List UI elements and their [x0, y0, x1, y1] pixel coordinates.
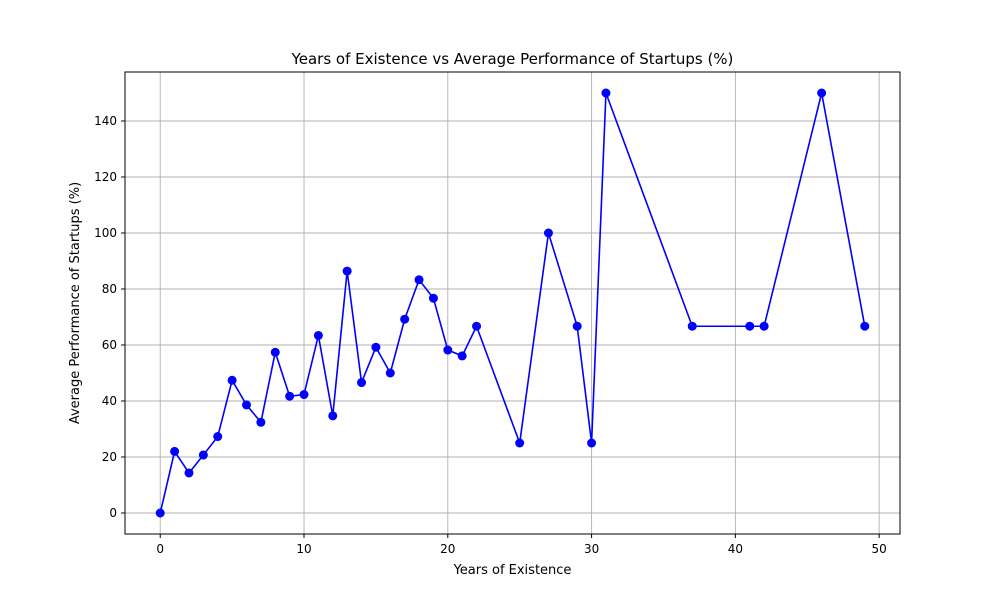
data-series — [155, 88, 870, 518]
data-point — [213, 432, 223, 442]
data-point — [270, 347, 280, 357]
data-point — [601, 88, 611, 98]
y-tick-label: 100 — [94, 226, 117, 240]
data-point — [472, 321, 482, 331]
data-point — [457, 351, 467, 361]
data-point — [515, 438, 525, 448]
data-point — [198, 450, 208, 460]
y-tick-label: 60 — [102, 338, 117, 352]
data-point — [860, 321, 870, 331]
y-axis-label: Average Performance of Startups (%) — [68, 182, 83, 424]
data-point — [170, 446, 180, 456]
data-point — [443, 345, 453, 355]
y-tick-label: 20 — [102, 450, 117, 464]
data-point — [313, 330, 323, 340]
data-point — [256, 417, 266, 427]
x-tick-label: 50 — [872, 542, 887, 556]
data-point — [342, 266, 352, 276]
data-point — [400, 314, 410, 324]
x-tick-label: 0 — [156, 542, 164, 556]
data-point — [328, 411, 338, 421]
data-point — [572, 321, 582, 331]
data-point — [414, 275, 424, 285]
data-point — [184, 468, 194, 478]
chart-title: Years of Existence vs Average Performanc… — [291, 50, 734, 68]
x-tick-label: 10 — [296, 542, 311, 556]
x-axis-label: Years of Existence — [453, 563, 572, 578]
data-point — [543, 228, 553, 238]
data-point — [817, 88, 827, 98]
data-point — [227, 375, 237, 385]
y-tick-label: 140 — [94, 114, 117, 128]
y-tick-label: 80 — [102, 282, 117, 296]
y-tick-label: 40 — [102, 394, 117, 408]
data-point — [759, 321, 769, 331]
x-tick-label: 30 — [584, 542, 599, 556]
data-point — [687, 321, 697, 331]
data-point — [299, 390, 309, 400]
y-tick-label: 0 — [109, 506, 117, 520]
data-point — [385, 368, 395, 378]
data-point — [428, 293, 438, 303]
data-point — [155, 508, 165, 518]
data-point — [241, 400, 251, 410]
series-line — [159, 92, 866, 514]
data-point — [357, 378, 367, 388]
data-point — [745, 321, 755, 331]
grid — [125, 72, 900, 534]
data-point — [371, 342, 381, 352]
data-point — [587, 438, 597, 448]
x-tick-label: 40 — [728, 542, 743, 556]
x-tick-label: 20 — [440, 542, 455, 556]
y-tick-label: 120 — [94, 170, 117, 184]
data-point — [285, 391, 295, 401]
axes-ticks: 0 10 20 30 40 50 0 20 40 60 80 100 120 140 — [94, 114, 887, 556]
plot-frame — [124, 71, 901, 535]
